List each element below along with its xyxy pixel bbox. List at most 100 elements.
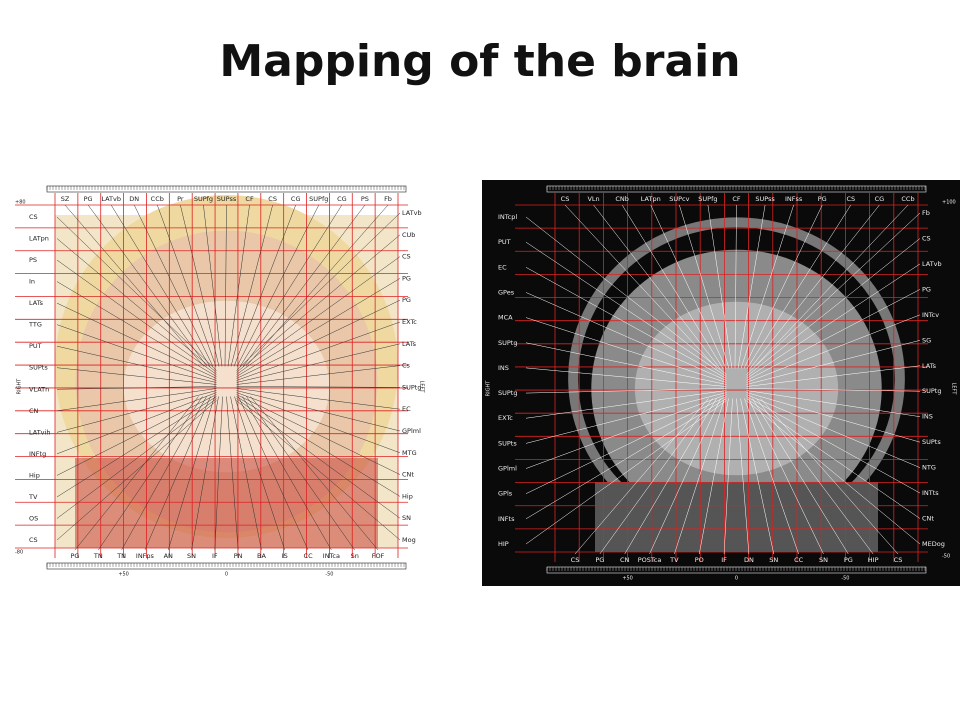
leader-line — [746, 398, 921, 519]
leader-line — [746, 388, 921, 392]
top-label: PG — [818, 195, 827, 203]
leader-line — [746, 212, 921, 375]
leader-line — [233, 204, 296, 367]
leader-line — [87, 204, 208, 367]
left-label: SUPtg — [498, 389, 517, 397]
leader-line — [525, 392, 727, 444]
top-label: CS — [846, 195, 855, 203]
atlas-panel: SZ PG LATvb DN CCb Pr SUPfg SUPss CF CS CG SUPfg CG P… — [13, 185, 428, 578]
leader-line — [236, 343, 401, 383]
right-label: Hip — [402, 492, 413, 500]
leader-line — [236, 256, 401, 375]
leader-line — [56, 398, 217, 519]
right-label: LATs — [402, 340, 417, 348]
top-label: Pr — [177, 195, 184, 203]
bottom-label: TN — [93, 552, 103, 560]
leader-line — [121, 396, 207, 551]
right-label: LATs — [922, 362, 937, 370]
leader-line — [599, 398, 713, 555]
right-label: CS — [402, 253, 411, 261]
scale-label: -50 — [942, 554, 950, 560]
top-label: Fb — [384, 195, 392, 203]
bottom-label: CC — [794, 556, 804, 564]
top-label: INFss — [785, 195, 803, 203]
scale-label: 0 — [225, 572, 228, 578]
leader-line — [56, 302, 217, 379]
right-label: Fb — [922, 209, 930, 217]
right-label: PG — [402, 296, 411, 304]
leader-line — [744, 398, 799, 555]
left-label: VLATn — [29, 385, 49, 393]
leader-line — [56, 259, 217, 375]
leader-line — [203, 204, 223, 367]
scale-label: -50 — [841, 576, 849, 582]
leader-line — [230, 204, 273, 367]
leader-line — [746, 394, 921, 468]
leader-line — [621, 204, 724, 369]
right-label: PG — [402, 274, 411, 282]
left-label: CS — [29, 536, 38, 544]
top-label: LATvb — [101, 195, 121, 203]
leader-line — [737, 204, 766, 369]
left-label: TV — [28, 493, 38, 501]
leader-line — [157, 204, 217, 367]
leader-line — [740, 398, 775, 555]
left-label: SUPts — [498, 439, 517, 447]
left-label: SUPtg — [498, 339, 517, 347]
leader-line — [650, 204, 727, 369]
leader-line — [746, 390, 921, 417]
side-label: LEFT — [951, 383, 957, 396]
leader-line — [746, 263, 921, 379]
top-label: SUPss — [217, 195, 237, 203]
right-label: CNt — [402, 471, 414, 479]
bottom-label: Sn — [351, 552, 359, 560]
leader-line — [749, 204, 880, 369]
leader-line — [236, 400, 401, 541]
top-label: CG — [875, 195, 885, 203]
leader-line — [56, 367, 217, 385]
left-label: INFts — [498, 515, 515, 523]
leader-line — [74, 396, 199, 551]
left-label: CS — [29, 213, 38, 221]
top-label: PG — [84, 195, 93, 203]
leader-line — [242, 396, 332, 551]
left-label: INTcpl — [498, 213, 517, 221]
bottom-label: BA — [257, 552, 266, 560]
top-label: SUPfg — [309, 195, 328, 203]
leader-line — [226, 396, 239, 551]
bottom-label: PG — [71, 552, 80, 560]
bottom-label: POSTca — [638, 556, 662, 564]
right-label: SG — [922, 336, 931, 344]
leader-line — [525, 317, 727, 383]
leader-line — [56, 238, 217, 373]
leader-line — [56, 396, 217, 498]
slide-title: Mapping of the brain — [219, 36, 740, 87]
leader-line — [236, 321, 401, 381]
bottom-label: CS — [571, 556, 580, 564]
leader-line — [56, 400, 217, 541]
atlas-panel: CS VLn CNb LATpn SUPcv SUPfg CF SUPss INFss PG CS C… — [482, 180, 960, 586]
scale-label: +50 — [622, 576, 633, 582]
right-label: LATvb — [402, 209, 422, 217]
leader-line — [56, 388, 217, 412]
leader-line — [56, 394, 217, 476]
bottom-label: PO — [695, 556, 704, 564]
side-label: LEFT — [419, 381, 425, 394]
leader-line — [674, 398, 725, 555]
leader-line — [525, 394, 727, 469]
leader-line — [239, 204, 343, 367]
leader-line — [64, 204, 205, 367]
right-label: SN — [402, 514, 411, 522]
scale-label: +80 — [15, 200, 26, 206]
left-label: INS — [498, 364, 509, 372]
right-label: GPlml — [402, 427, 421, 435]
leader-line — [180, 204, 220, 367]
leader-line — [746, 340, 921, 385]
leader-line — [236, 278, 401, 377]
top-label: CF — [245, 195, 254, 203]
white-matter — [634, 301, 839, 476]
leader-line — [574, 398, 709, 555]
leader-line — [245, 204, 389, 367]
leader-line — [234, 396, 286, 551]
leader-line — [743, 204, 823, 369]
